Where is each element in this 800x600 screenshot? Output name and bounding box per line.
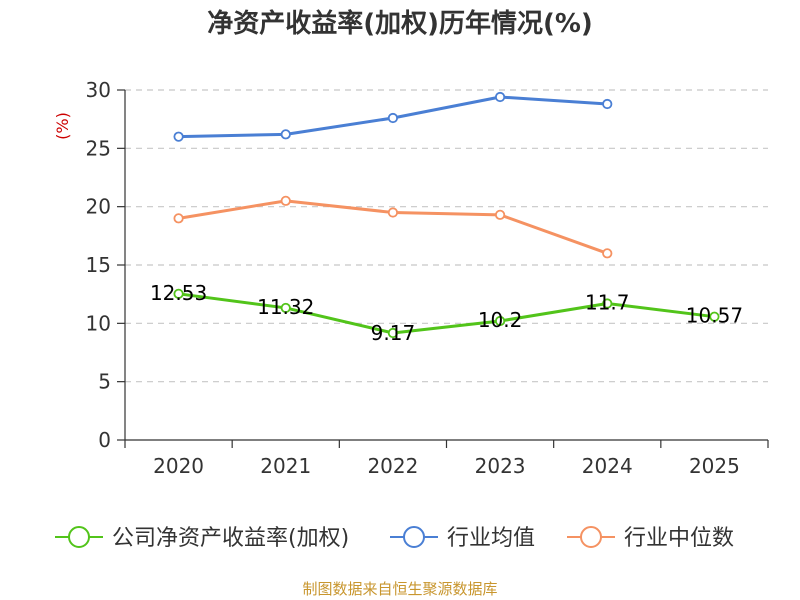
legend-label: 行业均值 — [447, 526, 535, 551]
series-point — [494, 209, 506, 220]
legend-item[interactable]: 公司净资产收益率(加权) — [55, 526, 349, 551]
legend-item[interactable]: 行业中位数 — [567, 526, 734, 551]
data-label: 9.17 — [371, 321, 416, 345]
series-point — [387, 327, 399, 339]
series-layer — [173, 91, 720, 339]
y-tick-label: 20 — [86, 195, 111, 219]
y-tick-label: 25 — [86, 136, 111, 160]
series-point — [387, 112, 399, 124]
chart-title: 净资产收益率(加权)历年情况(%) — [207, 8, 593, 39]
series-point — [173, 131, 184, 142]
y-tick-label: 10 — [86, 311, 111, 335]
y-tick-label: 5 — [98, 370, 111, 394]
data-label: 11.7 — [585, 291, 630, 315]
series-point — [494, 91, 506, 103]
legend-swatch-marker — [580, 526, 602, 548]
legend-item[interactable]: 行业均值 — [390, 526, 535, 551]
x-tick-label: 2023 — [475, 454, 526, 478]
y-tick-label: 15 — [86, 253, 111, 277]
series-point — [602, 298, 613, 309]
data-label: 12.53 — [150, 281, 207, 305]
series-point — [709, 311, 720, 322]
x-tick-label: 2025 — [689, 454, 740, 478]
legend: 公司净资产收益率(加权) 行业均值 行业中位数 — [55, 526, 734, 551]
data-label: 10.2 — [478, 308, 523, 332]
legend-label: 公司净资产收益率(加权) — [112, 526, 349, 551]
grid-lines — [125, 89, 768, 383]
y-axis-unit: (%) — [53, 112, 72, 140]
x-tick-label: 2021 — [260, 454, 311, 478]
y-tick-label: 30 — [86, 78, 111, 102]
series-point — [280, 302, 291, 314]
series-point — [173, 288, 184, 299]
series-point — [602, 248, 613, 259]
data-label: 10.57 — [686, 304, 743, 328]
legend-swatch-marker — [403, 526, 425, 548]
x-tick-label: 2022 — [367, 454, 418, 478]
series-point — [173, 213, 184, 224]
series-point — [602, 98, 613, 110]
series-point — [387, 207, 399, 218]
source-note: 制图数据来自恒生聚源数据库 — [302, 580, 497, 598]
data-label: 11.32 — [257, 295, 314, 319]
series-point — [494, 315, 506, 327]
series-point — [280, 195, 291, 206]
series-line — [178, 292, 715, 335]
legend-label: 行业中位数 — [624, 526, 734, 551]
data-labels: 12.53 11.32 9.17 10.2 11.7 10.57 — [150, 281, 743, 345]
x-tick-label: 2024 — [582, 454, 633, 478]
series-point — [280, 129, 291, 140]
x-tick-label: 2020 — [153, 454, 204, 478]
y-tick-label: 0 — [98, 428, 111, 452]
legend-swatch-marker — [68, 526, 90, 548]
